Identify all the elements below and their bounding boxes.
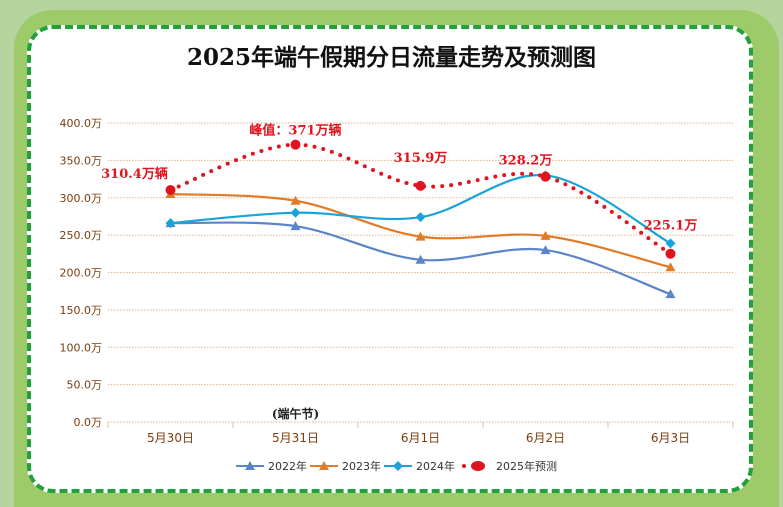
data-point — [540, 245, 551, 255]
data-label: 315.9万 — [394, 151, 448, 166]
data-label: 310.4万辆 — [101, 166, 168, 182]
data-point — [415, 254, 426, 264]
x-tick-label: 5月31日 — [272, 431, 319, 445]
y-tick-label: 250.0万 — [60, 229, 103, 242]
data-point — [665, 248, 676, 259]
y-tick-label: 400.0万 — [60, 117, 103, 130]
x-tick-label: 6月1日 — [401, 431, 440, 445]
y-tick-label: 200.0万 — [60, 267, 103, 280]
y-tick-label: 300.0万 — [60, 192, 103, 205]
y-tick-label: 0.0万 — [74, 416, 103, 429]
data-point — [165, 184, 176, 195]
chart-title: 2025年端午假期分日流量走势及预测图 — [186, 44, 596, 71]
data-label: 225.1万 — [644, 219, 698, 234]
data-point — [290, 221, 301, 231]
category-note: (端午节) — [272, 406, 319, 421]
x-tick-label: 6月3日 — [651, 431, 690, 445]
data-point — [540, 171, 551, 182]
data-point — [165, 218, 176, 229]
legend-dot — [462, 464, 466, 468]
x-tick-label: 5月30日 — [147, 431, 194, 445]
legend-label: 2024年 — [416, 459, 455, 473]
chart-panel — [27, 25, 753, 493]
data-point — [540, 230, 551, 240]
x-tick-label: 6月2日 — [526, 431, 565, 445]
data-point — [665, 238, 676, 249]
data-point — [665, 289, 676, 299]
legend-label: 2023年 — [342, 459, 381, 473]
y-tick-label: 100.0万 — [60, 341, 103, 354]
data-label: 328.2万 — [499, 154, 553, 169]
data-label: 峰值：371万辆 — [249, 123, 341, 139]
legend-marker — [245, 461, 255, 470]
legend-marker — [471, 461, 485, 471]
legend-label: 2022年 — [268, 459, 307, 473]
y-tick-label: 350.0万 — [60, 154, 103, 167]
legend-marker — [319, 461, 329, 470]
data-point — [415, 212, 426, 223]
data-point — [290, 139, 301, 150]
data-point — [415, 231, 426, 241]
data-point — [290, 207, 301, 218]
legend-label: 2025年预测 — [496, 459, 557, 473]
data-point — [665, 262, 676, 272]
data-point — [415, 180, 426, 191]
y-tick-label: 150.0万 — [60, 304, 103, 317]
legend-marker — [393, 461, 403, 471]
y-tick-label: 50.0万 — [67, 379, 103, 392]
data-point — [290, 195, 301, 205]
